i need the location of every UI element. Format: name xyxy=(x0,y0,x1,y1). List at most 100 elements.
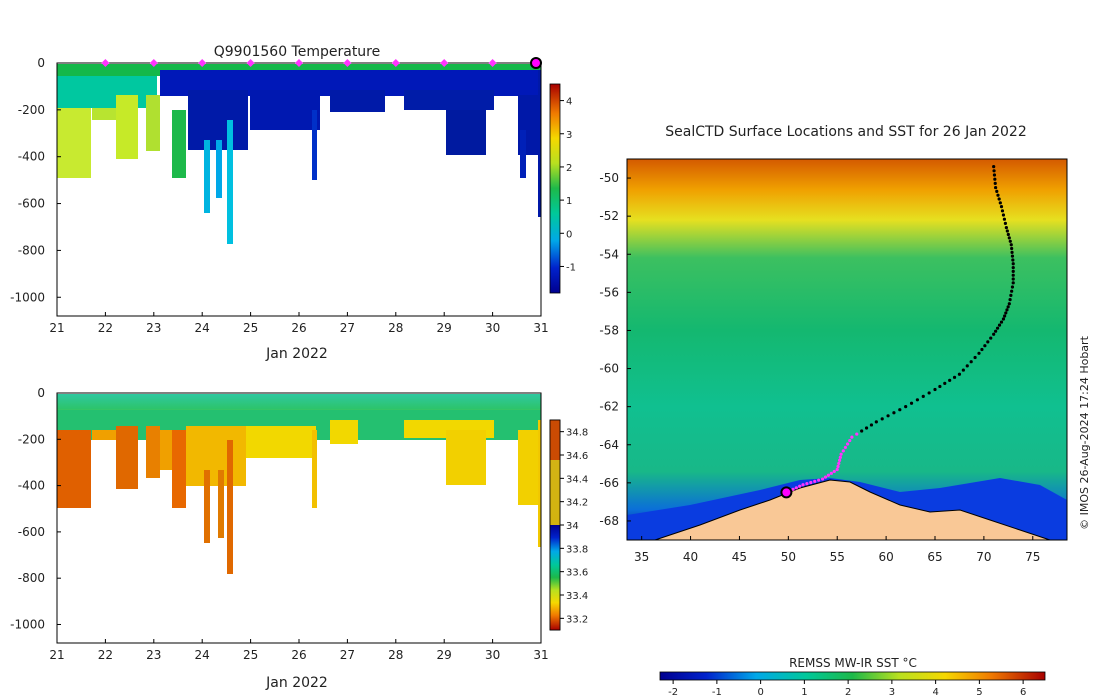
sst-colorbar-tick-label: -1 xyxy=(712,687,722,698)
track-point xyxy=(904,405,908,409)
colorbar-tick-label: 1 xyxy=(566,196,572,207)
map-x-tick-label: 35 xyxy=(634,550,649,564)
temp-cold-spike xyxy=(204,140,210,213)
x-tick-label: 28 xyxy=(388,648,403,662)
track-point xyxy=(820,477,825,481)
track-point xyxy=(1006,305,1010,309)
sst-colorbar-tick-label: 2 xyxy=(845,687,851,698)
colorbar-tick-label: 34 xyxy=(566,521,579,532)
track-point xyxy=(864,426,869,430)
temp-cold-spike xyxy=(227,120,233,244)
track-point xyxy=(829,471,833,475)
sst-colorbar-tick-label: 3 xyxy=(889,687,895,698)
sst-colorbar-tick-label: 4 xyxy=(932,687,938,698)
colorbar-tick-label: 4 xyxy=(566,97,572,108)
track-point xyxy=(1010,246,1014,251)
map-x-tick-label: 60 xyxy=(878,550,893,564)
surface-marker xyxy=(198,59,207,67)
track-point xyxy=(965,364,969,368)
x-tick-label: 26 xyxy=(291,648,306,662)
track-point xyxy=(983,344,987,348)
track-point xyxy=(992,165,996,169)
temp-warm-block xyxy=(57,108,91,178)
temperature-panel: Q9901560 Temperature xyxy=(10,44,576,362)
track-point xyxy=(1007,236,1011,240)
temperature-section xyxy=(57,64,541,244)
sst-colorbar xyxy=(659,671,1046,681)
track-point xyxy=(841,449,845,453)
salinity-colorbar-upper xyxy=(550,420,560,525)
track-point xyxy=(969,360,973,364)
x-tick-label: 29 xyxy=(437,648,452,662)
surface-marker xyxy=(440,59,449,67)
map-title: SealCTD Surface Locations and SST for 26… xyxy=(665,124,1026,140)
sal-deep-block xyxy=(330,420,358,444)
x-tick-label: 30 xyxy=(485,648,500,662)
track-point xyxy=(850,435,854,439)
track-point xyxy=(961,368,965,372)
sst-colorbar-tick-label: -2 xyxy=(668,687,678,698)
track-point xyxy=(817,478,821,482)
track-point xyxy=(995,326,1000,330)
track-point xyxy=(973,355,977,360)
track-point xyxy=(999,320,1004,324)
track-point xyxy=(915,398,920,402)
track-point xyxy=(832,469,836,474)
track-point xyxy=(839,452,843,456)
map-y-tick-label: -52 xyxy=(599,209,619,223)
map-y-tick-label: -62 xyxy=(599,400,619,414)
y-tick-label: -1000 xyxy=(10,290,45,304)
track-point xyxy=(1010,250,1014,254)
track-point xyxy=(809,480,813,485)
sal-deep-block xyxy=(57,430,91,508)
surface-marker xyxy=(149,59,158,67)
track-point xyxy=(938,384,942,389)
temperature-ticks: 21 22 23 24 25 26 27 28 29 30 31 0 -200 -400 -600 -800 -… xyxy=(10,56,549,335)
map-ticks: 35 40 45 50 55 60 65 70 75 -50 -52 -54 -56 -58 -60 -62 -… xyxy=(599,171,1040,564)
temperature-colorbar xyxy=(549,83,561,294)
track-point xyxy=(909,401,914,405)
imos-credit: © IMOS 26-Aug-2024 17:24 Hobart xyxy=(1078,335,1091,529)
x-tick-label: 27 xyxy=(340,648,355,662)
track-point xyxy=(1003,221,1008,225)
salinity-ticks: 21 22 23 24 25 26 27 28 29 30 31 0 -200 -400 -600 -800 -… xyxy=(10,386,549,662)
map-y-tick-label: -68 xyxy=(599,514,619,528)
temperature-colorbar-ticks: 4 3 2 1 0 -1 xyxy=(560,97,576,273)
track-point xyxy=(1001,317,1006,321)
track-point xyxy=(1011,258,1015,262)
surface-marker xyxy=(295,59,303,67)
colorbar-tick-label: 33.2 xyxy=(566,614,588,625)
track-point xyxy=(838,455,842,459)
y-tick-label: -400 xyxy=(18,479,45,493)
antarctica-land xyxy=(654,479,1051,541)
y-tick-label: -800 xyxy=(18,243,45,257)
temp-warm-block xyxy=(92,108,116,120)
sst-colorbar-label: REMSS MW-IR SST °C xyxy=(789,656,917,670)
map-y-tick-label: -54 xyxy=(599,247,619,261)
map-y-tick-label: -50 xyxy=(599,171,619,185)
track-point xyxy=(993,181,997,185)
salinity-panel: 21 22 23 24 25 26 27 28 29 30 31 0 -200 -400 -600 -800 -… xyxy=(10,386,588,691)
salinity-xlabel: Jan 2022 xyxy=(265,675,328,691)
track-point xyxy=(989,336,993,340)
track-point xyxy=(993,177,997,181)
track-point xyxy=(992,332,996,336)
track-point xyxy=(801,483,805,487)
temp-warm-block xyxy=(116,95,138,159)
x-tick-label: 31 xyxy=(533,648,548,662)
track-point xyxy=(826,473,831,477)
map-panel: SealCTD Surface Locations and SST for 26… xyxy=(599,124,1091,698)
sal-deep-block xyxy=(172,430,186,508)
track-point xyxy=(1011,273,1015,277)
sst-colorbar-tick-label: 1 xyxy=(801,687,807,698)
track-point xyxy=(994,185,998,190)
track-point xyxy=(836,464,840,469)
sal-deep-block xyxy=(92,430,116,440)
map-x-tick-label: 70 xyxy=(976,550,991,564)
sal-deep-block xyxy=(204,470,210,543)
track-point xyxy=(805,482,809,486)
map-sea-surface xyxy=(627,159,1067,540)
track-point xyxy=(1008,297,1012,302)
track-point xyxy=(845,442,850,446)
track-point xyxy=(1010,285,1015,289)
